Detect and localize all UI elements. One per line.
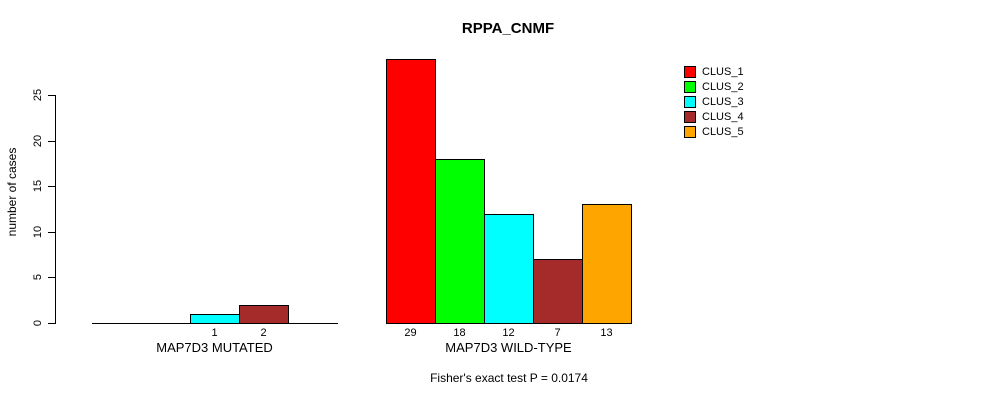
y-axis-label: number of cases: [5, 147, 19, 237]
legend-item: CLUS_1: [684, 64, 744, 79]
bar-clus_1: [386, 58, 436, 324]
legend-swatch-clus_3: [684, 95, 696, 108]
legend-swatch-clus_4: [684, 110, 696, 123]
bar-clus_4: [239, 304, 289, 324]
legend-label: CLUS_3: [702, 95, 744, 108]
y-axis-tick-label: 15: [32, 180, 44, 193]
y-axis-tick: [48, 231, 55, 233]
legend-item: CLUS_3: [684, 94, 744, 109]
group-axis-label: MAP7D3 WILD-TYPE: [445, 340, 572, 355]
y-axis-line: [55, 95, 56, 324]
bar-value-label: 1: [211, 327, 218, 339]
bar-value-label: 29: [404, 327, 417, 339]
bar-value-label: 7: [554, 327, 561, 339]
legend-swatch-clus_5: [684, 125, 696, 138]
y-axis-tick: [48, 95, 55, 96]
legend-item: CLUS_5: [684, 124, 744, 139]
bar-clus_5: [582, 204, 632, 324]
legend-label: CLUS_2: [702, 80, 744, 93]
legend-swatch-clus_1: [684, 65, 696, 78]
legend-item: CLUS_4: [684, 109, 744, 124]
y-axis-tick-label: 20: [32, 134, 44, 147]
chart-title: RPPA_CNMF: [461, 20, 555, 37]
bar-value-label: 13: [600, 327, 613, 339]
group-axis-label: MAP7D3 MUTATED: [156, 340, 273, 355]
y-axis-tick-label: 10: [32, 225, 44, 238]
y-axis-tick-label: 5: [32, 274, 44, 281]
bar-value-label: 12: [502, 327, 515, 339]
bar-clus_2: [435, 158, 485, 324]
y-axis-tick-label: 0: [32, 319, 44, 327]
y-axis-tick-label: 25: [32, 88, 44, 102]
legend-swatch-clus_2: [684, 80, 696, 93]
y-axis-tick: [48, 277, 55, 279]
y-axis-tick: [48, 186, 55, 188]
bar-value-label: 18: [453, 327, 466, 339]
legend-label: CLUS_5: [702, 125, 744, 138]
legend-item: CLUS_2: [684, 79, 744, 94]
legend-label: CLUS_4: [702, 110, 744, 123]
y-axis-tick: [48, 323, 55, 324]
bar-clus_3: [484, 213, 534, 324]
fisher-test-annotation: Fisher's exact test P = 0.0174: [430, 371, 588, 385]
bar-value-label: 2: [260, 327, 267, 339]
legend-label: CLUS_1: [702, 65, 744, 78]
bar-clus_4: [533, 259, 583, 324]
bar-clus_3: [190, 313, 240, 324]
y-axis-tick: [48, 140, 55, 142]
legend: CLUS_1 CLUS_2 CLUS_3 CLUS_4 CLUS_5: [684, 64, 744, 139]
